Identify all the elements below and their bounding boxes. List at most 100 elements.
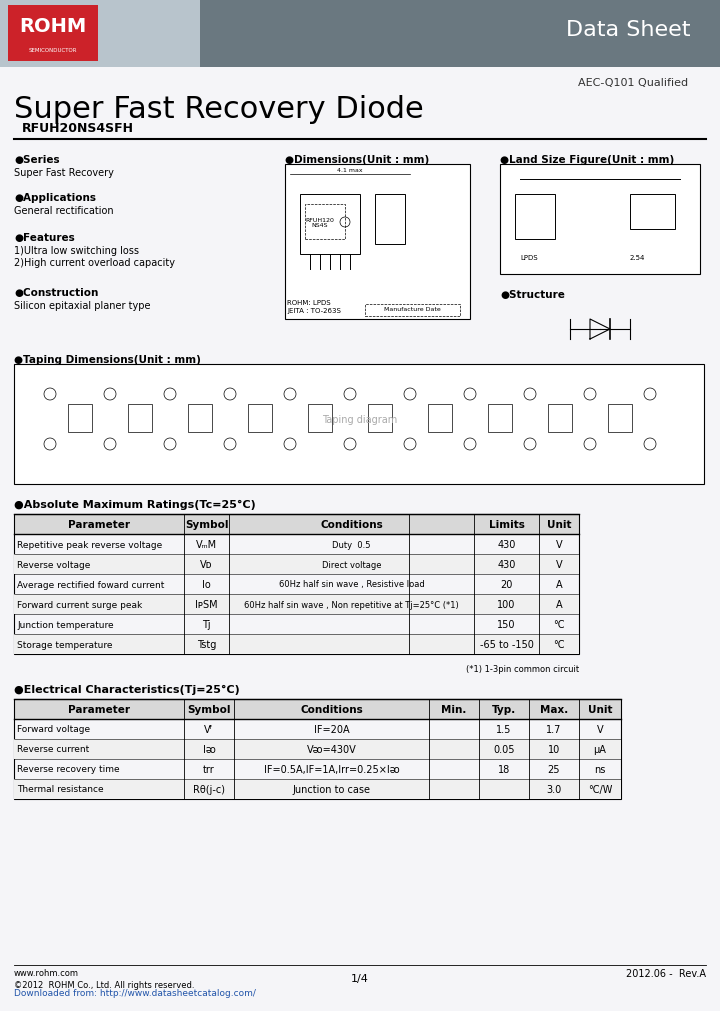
Text: Taping diagram: Taping diagram (323, 415, 397, 425)
Text: Junction to case: Junction to case (292, 785, 371, 795)
Text: 3.0: 3.0 (546, 785, 562, 795)
Text: ●Land Size Figure(Unit : mm): ●Land Size Figure(Unit : mm) (500, 155, 674, 165)
Text: Reverse voltage: Reverse voltage (17, 560, 91, 569)
Text: Manufacture Date: Manufacture Date (384, 306, 441, 311)
Text: V: V (556, 540, 562, 549)
Text: ●Dimensions(Unit : mm): ●Dimensions(Unit : mm) (285, 155, 429, 165)
Bar (14, 515, 579, 654)
Text: Thermal resistance: Thermal resistance (17, 785, 104, 794)
Bar (608, 404, 632, 433)
Text: Downloaded from: http://www.datasheetcatalog.com/: Downloaded from: http://www.datasheetcat… (14, 988, 256, 997)
Bar (365, 304, 460, 316)
Text: Symbol: Symbol (185, 520, 228, 530)
Bar (14, 779, 621, 800)
Text: 18: 18 (498, 764, 510, 774)
Text: Reverse current: Reverse current (17, 745, 89, 754)
Text: Io: Io (202, 579, 211, 589)
Text: 60Hz half sin wave , Resistive load: 60Hz half sin wave , Resistive load (279, 580, 424, 589)
Bar (300, 195, 360, 255)
Bar (488, 404, 512, 433)
Text: RFUH120
NS4S: RFUH120 NS4S (305, 217, 334, 228)
Bar (128, 404, 152, 433)
Text: Min.: Min. (441, 705, 467, 715)
Bar (188, 404, 212, 433)
Text: 25: 25 (548, 764, 560, 774)
Text: ●Applications: ●Applications (14, 193, 96, 203)
Text: LPDS: LPDS (520, 255, 538, 261)
Text: 1)Ultra low switching loss: 1)Ultra low switching loss (14, 246, 139, 256)
Text: 430: 430 (498, 540, 516, 549)
Text: Repetitive peak reverse voltage: Repetitive peak reverse voltage (17, 540, 162, 549)
Text: 2)High current overload capacity: 2)High current overload capacity (14, 258, 175, 268)
Bar (428, 404, 452, 433)
Bar (375, 195, 405, 245)
Text: °C: °C (553, 639, 564, 649)
Text: Vᶠ: Vᶠ (204, 724, 214, 734)
Text: Storage temperature: Storage temperature (17, 640, 112, 649)
Text: Vᴔ=430V: Vᴔ=430V (307, 744, 356, 754)
Text: JEITA : TO-263S: JEITA : TO-263S (287, 307, 341, 313)
Bar (248, 404, 272, 433)
Text: ●Absolute Maximum Ratings(Tc=25°C): ●Absolute Maximum Ratings(Tc=25°C) (14, 499, 256, 510)
Text: (*1) 1-3pin common circuit: (*1) 1-3pin common circuit (466, 664, 579, 673)
Text: 0.05: 0.05 (493, 744, 515, 754)
Bar (14, 634, 579, 654)
Text: Forward voltage: Forward voltage (17, 725, 90, 734)
Text: RFUH20NS4SFH: RFUH20NS4SFH (22, 122, 134, 134)
Text: 20: 20 (500, 579, 513, 589)
Text: IᴩSM: IᴩSM (195, 600, 218, 610)
Text: ●Construction: ●Construction (14, 288, 99, 297)
Text: -65 to -150: -65 to -150 (480, 639, 534, 649)
Text: ●Series: ●Series (14, 155, 60, 165)
Text: μA: μA (593, 744, 606, 754)
Bar (14, 700, 621, 719)
Text: IF=20A: IF=20A (314, 724, 349, 734)
Text: 1.7: 1.7 (546, 724, 562, 734)
Text: V: V (556, 559, 562, 569)
Bar (14, 515, 579, 535)
Text: Max.: Max. (540, 705, 568, 715)
Bar (548, 404, 572, 433)
Text: Typ.: Typ. (492, 705, 516, 715)
Text: 2.54: 2.54 (630, 255, 645, 261)
Text: Rθ(j-c): Rθ(j-c) (193, 785, 225, 795)
Text: ●Features: ●Features (14, 233, 75, 243)
Text: ROHM: ROHM (19, 16, 86, 35)
Bar (14, 554, 579, 574)
Bar (285, 165, 470, 319)
Text: 430: 430 (498, 559, 516, 569)
Bar (14, 594, 579, 615)
Text: Silicon epitaxial planer type: Silicon epitaxial planer type (14, 300, 150, 310)
Bar (515, 195, 555, 240)
Bar (14, 700, 621, 800)
Text: Symbol: Symbol (187, 705, 230, 715)
Text: 2012.06 -  Rev.A: 2012.06 - Rev.A (626, 969, 706, 978)
Text: Data Sheet: Data Sheet (565, 20, 690, 40)
Text: Super Fast Recovery: Super Fast Recovery (14, 168, 114, 178)
Text: Duty  0.5: Duty 0.5 (332, 540, 371, 549)
Text: trr: trr (203, 764, 215, 774)
Text: Conditions: Conditions (300, 705, 363, 715)
Text: ROHM: LPDS: ROHM: LPDS (287, 299, 330, 305)
Bar (308, 404, 332, 433)
Text: Limits: Limits (489, 520, 524, 530)
Bar (305, 205, 345, 240)
Text: 60Hz half sin wave , Non repetitive at Tj=25°C (*1): 60Hz half sin wave , Non repetitive at T… (244, 600, 459, 609)
Text: ●Structure: ●Structure (500, 290, 565, 299)
Text: Iᴔ: Iᴔ (202, 744, 215, 754)
Text: °C/W: °C/W (588, 785, 612, 795)
Text: ●Electrical Characteristics(Tj=25°C): ●Electrical Characteristics(Tj=25°C) (14, 684, 240, 695)
Text: A: A (556, 579, 562, 589)
Text: Unit: Unit (588, 705, 612, 715)
Text: Direct voltage: Direct voltage (322, 560, 382, 569)
Bar (14, 365, 704, 484)
Text: 1/4: 1/4 (351, 973, 369, 983)
Bar (8, 6, 98, 62)
Text: ●Taping Dimensions(Unit : mm): ●Taping Dimensions(Unit : mm) (14, 355, 201, 365)
Text: 1.5: 1.5 (496, 724, 512, 734)
Text: A: A (556, 600, 562, 610)
Text: Conditions: Conditions (320, 520, 383, 530)
Text: °C: °C (553, 620, 564, 630)
Text: Unit: Unit (546, 520, 571, 530)
Text: SEMICONDUCTOR: SEMICONDUCTOR (29, 48, 77, 53)
